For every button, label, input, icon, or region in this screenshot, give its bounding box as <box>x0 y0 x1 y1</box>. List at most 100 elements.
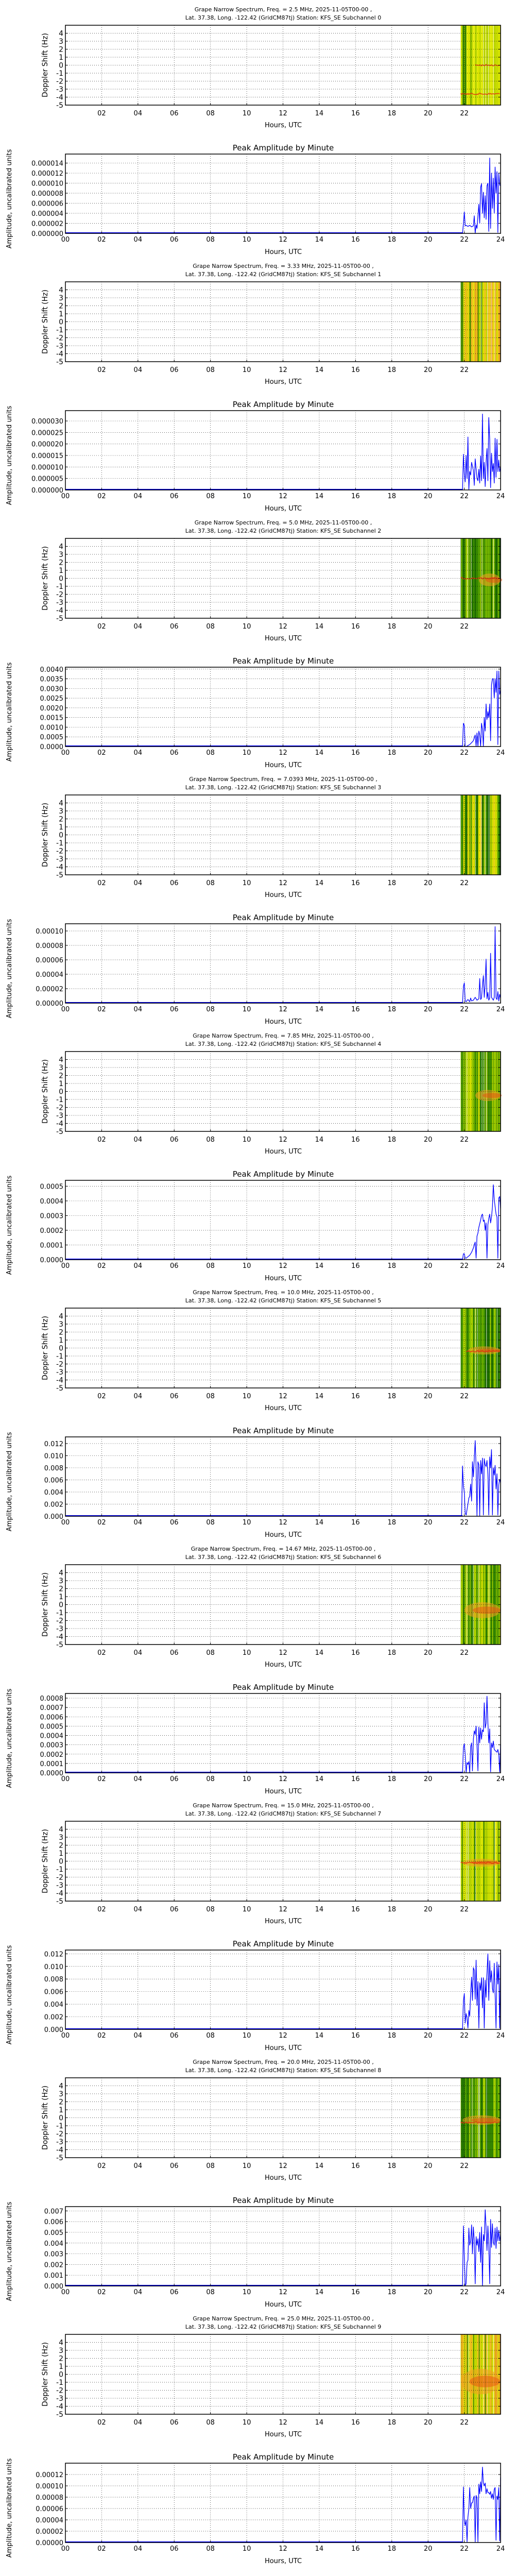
svg-text:22: 22 <box>460 2289 469 2296</box>
svg-text:16: 16 <box>351 1006 360 1013</box>
amplitude-series-line <box>65 2209 501 2286</box>
svg-text:04: 04 <box>134 236 143 244</box>
svg-text:20: 20 <box>424 1006 433 1013</box>
svg-text:24: 24 <box>496 493 505 500</box>
svg-text:06: 06 <box>170 236 179 244</box>
svg-text:4: 4 <box>59 30 63 38</box>
svg-text:0.000004: 0.000004 <box>31 210 63 218</box>
svg-text:12: 12 <box>279 1393 287 1400</box>
svg-text:04: 04 <box>134 2162 143 2170</box>
spectrum-chart: Grape Narrow Spectrum, Freq. = 2.5 MHz, … <box>41 6 501 129</box>
svg-text:-5: -5 <box>56 101 63 110</box>
svg-text:08: 08 <box>206 1262 215 1270</box>
svg-text:0.00008: 0.00008 <box>36 942 63 950</box>
svg-text:20: 20 <box>424 1906 433 1913</box>
spectrum-grid <box>65 2334 501 2414</box>
svg-text:0.012: 0.012 <box>44 1951 63 1958</box>
amplitude-y-ticks: 0.0000 0.00010.00020.0003 0.0004 0.0005 0.00… <box>40 1695 501 1777</box>
amplitude-y-label: Amplitude, uncalibrated units <box>6 2458 13 2557</box>
svg-text:-5: -5 <box>56 1641 63 1649</box>
svg-text:04: 04 <box>134 1136 143 1144</box>
svg-text:-1: -1 <box>56 2122 63 2130</box>
svg-text:18: 18 <box>387 1649 396 1657</box>
svg-text:02: 02 <box>97 623 106 631</box>
svg-text:-3: -3 <box>56 1882 63 1890</box>
svg-text:06: 06 <box>170 2162 179 2170</box>
svg-text:-1: -1 <box>56 326 63 334</box>
spectrum-subtitle: Lat. 37.38, Long. -122.42 (GridCM87tj) S… <box>185 528 381 534</box>
svg-text:0.000008: 0.000008 <box>31 190 63 198</box>
svg-text:22: 22 <box>460 236 469 244</box>
spectrum-x-ticks: 02 04 06 08 10 12 14 16 18 20 22 <box>97 103 469 117</box>
svg-text:12: 12 <box>279 236 287 244</box>
spectrum-x-ticks: 02 04 06 08 10 12 14 16 18 20 22 <box>97 360 469 374</box>
svg-text:16: 16 <box>351 1649 360 1657</box>
svg-text:-2: -2 <box>56 2130 63 2139</box>
svg-text:0.0030: 0.0030 <box>40 685 64 693</box>
svg-text:-4: -4 <box>56 2403 63 2411</box>
svg-text:-5: -5 <box>56 615 63 623</box>
spectrum-grid <box>65 1052 501 1131</box>
svg-text:20: 20 <box>424 1775 433 1783</box>
svg-text:10: 10 <box>243 493 251 500</box>
svg-text:18: 18 <box>387 2032 396 2040</box>
svg-text:18: 18 <box>387 879 396 887</box>
svg-text:0.0020: 0.0020 <box>40 705 64 713</box>
svg-text:20: 20 <box>424 879 433 887</box>
svg-text:12: 12 <box>279 2289 287 2296</box>
svg-text:06: 06 <box>170 1136 179 1144</box>
svg-text:0.004: 0.004 <box>44 2001 63 2009</box>
svg-text:20: 20 <box>424 623 433 631</box>
svg-text:18: 18 <box>387 1906 396 1913</box>
amplitude-y-ticks: 0.0000 0.0001 0.0002 0.0003 0.0004 0.0005 <box>40 1183 501 1264</box>
svg-text:04: 04 <box>134 366 143 374</box>
svg-text:08: 08 <box>206 366 215 374</box>
spectrum-y-label: Doppler Shift (Hz) <box>41 2086 49 2150</box>
svg-text:20: 20 <box>424 1649 433 1657</box>
svg-text:0.008: 0.008 <box>44 1465 63 1472</box>
spectrum-x-ticks: 02 04 06 08 10 12 14 16 18 20 22 <box>97 1642 469 1657</box>
spectrum-y-label: Doppler Shift (Hz) <box>41 546 49 611</box>
svg-text:02: 02 <box>97 2162 106 2170</box>
spectrum-y-label: Doppler Shift (Hz) <box>41 1829 49 1893</box>
svg-text:04: 04 <box>134 879 143 887</box>
amplitude-chart: Peak Amplitude by Minute0.0000.0020.0040… <box>6 1939 505 2052</box>
amplitude-title: Peak Amplitude by Minute <box>233 400 334 409</box>
svg-text:06: 06 <box>170 493 179 500</box>
svg-text:06: 06 <box>170 1393 179 1400</box>
svg-text:20: 20 <box>424 1136 433 1144</box>
svg-text:2: 2 <box>59 302 63 311</box>
svg-text:1: 1 <box>59 1850 63 1858</box>
svg-text:16: 16 <box>351 1393 360 1400</box>
svg-text:0.0003: 0.0003 <box>40 1742 64 1750</box>
svg-text:1: 1 <box>59 1080 63 1088</box>
svg-text:0: 0 <box>59 1345 63 1353</box>
svg-text:20: 20 <box>424 1393 433 1400</box>
svg-text:08: 08 <box>206 2162 215 2170</box>
svg-text:22: 22 <box>460 749 469 757</box>
svg-text:22: 22 <box>460 2162 469 2170</box>
svg-text:-3: -3 <box>56 86 63 94</box>
amplitude-x-ticks: 00 02 04 06 08 10 12 14 16 18 20 22 24 <box>61 1771 505 1783</box>
amplitude-x-label: Hours, UTC <box>265 1018 302 1026</box>
svg-text:02: 02 <box>97 879 106 887</box>
amplitude-x-label: Hours, UTC <box>265 1275 302 1282</box>
svg-text:0.00004: 0.00004 <box>36 971 63 979</box>
svg-text:10: 10 <box>243 1519 251 1527</box>
svg-text:22: 22 <box>460 2545 469 2553</box>
svg-text:0.00004: 0.00004 <box>36 2517 63 2524</box>
svg-text:-3: -3 <box>56 2395 63 2403</box>
svg-text:02: 02 <box>97 2419 106 2427</box>
svg-text:24: 24 <box>496 1262 505 1270</box>
svg-text:12: 12 <box>279 2032 287 2040</box>
svg-text:18: 18 <box>387 2289 396 2296</box>
svg-text:0.0000: 0.0000 <box>40 1770 64 1777</box>
spectrum-chart: Grape Narrow Spectrum, Freq. = 25.0 MHz,… <box>41 2315 501 2438</box>
svg-text:0.0006: 0.0006 <box>40 1714 64 1721</box>
svg-text:0.010: 0.010 <box>44 1452 63 1460</box>
svg-text:0: 0 <box>59 575 63 583</box>
svg-text:02: 02 <box>97 1262 106 1270</box>
svg-text:08: 08 <box>206 1136 215 1144</box>
svg-text:0.010: 0.010 <box>44 1963 63 1971</box>
